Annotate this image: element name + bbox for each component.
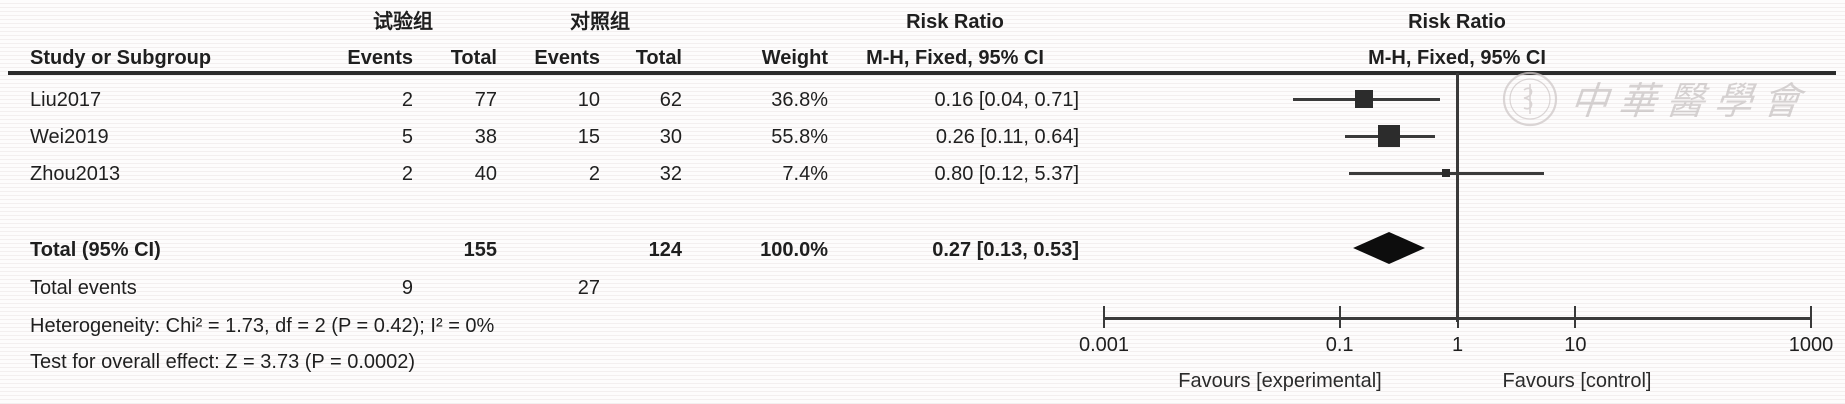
col-header-events-ctrl: Events: [534, 47, 600, 69]
point-estimate-Wei2019: [1377, 125, 1400, 147]
ci-text: 0.16 [0.04, 0.71]: [934, 89, 1079, 111]
events-exp: 2: [401, 89, 413, 111]
events-exp: 2: [401, 163, 413, 185]
ci-text: 0.80 [0.12, 5.37]: [934, 163, 1079, 185]
x-axis-tick: [1338, 306, 1341, 328]
col-header-total-exp: Total: [450, 47, 497, 69]
col-header-study: Study or Subgroup: [30, 47, 212, 69]
overall-effect-text: Test for overall effect: Z = 3.73 (P = 0…: [30, 351, 416, 373]
heterogeneity-text: Heterogeneity: Chi² = 1.73, df = 2 (P = …: [30, 315, 495, 337]
total-ctrl: 32: [659, 163, 682, 185]
weight: 36.8%: [771, 89, 828, 111]
total-events-exp: 9: [401, 277, 413, 299]
ci-text: 0.26 [0.11, 0.64]: [935, 126, 1079, 148]
col-header-weight: Weight: [761, 47, 828, 69]
total-events-label: Total events: [30, 277, 137, 299]
watermark-logo-icon: 中華醫學會: [1502, 71, 1813, 127]
events-ctrl: 15: [577, 126, 600, 148]
weight: 7.4%: [782, 163, 828, 185]
favours-control-label: Favours [control]: [1502, 370, 1652, 392]
risk-ratio-header-plot: Risk Ratio: [1408, 11, 1506, 33]
study-name: Zhou2013: [30, 163, 121, 185]
risk-ratio-header-left: Risk Ratio: [906, 11, 1004, 33]
total-exp: 77: [474, 89, 497, 111]
x-axis-tick: [1574, 306, 1577, 328]
weight: 55.8%: [771, 126, 828, 148]
events-ctrl: 2: [588, 163, 600, 185]
control-group-header: 对照组: [570, 11, 630, 33]
total-weight: 100.0%: [760, 239, 828, 261]
study-name: Liu2017: [30, 89, 102, 111]
point-estimate-Liu2017: [1354, 90, 1373, 108]
total-diamond: [1353, 232, 1425, 264]
total-ctrl: 30: [659, 126, 682, 148]
favours-experimental-label: Favours [experimental]: [1178, 370, 1382, 392]
total-ctrl: 62: [659, 89, 682, 111]
total-events-ctrl: 27: [577, 277, 600, 299]
x-axis-tick: [1810, 306, 1812, 328]
point-estimate-Zhou2013: [1442, 169, 1451, 177]
total-label: Total (95% CI): [30, 239, 161, 261]
x-axis-tick: [1103, 306, 1105, 328]
experimental-group-header: 试验组: [373, 11, 433, 33]
events-exp: 5: [401, 126, 413, 148]
col-header-ci-left: M-H, Fixed, 95% CI: [866, 47, 1044, 69]
col-header-ci-plot: M-H, Fixed, 95% CI: [1368, 47, 1546, 69]
total-ctrl-sum: 124: [648, 239, 682, 261]
no-effect-line: [1456, 73, 1459, 322]
x-axis-tick-label: 1000: [1788, 334, 1834, 356]
col-header-total-ctrl: Total: [635, 47, 682, 69]
x-axis-tick-label: 1: [1451, 334, 1464, 356]
total-exp-sum: 155: [463, 239, 497, 261]
x-axis-tick-label: 10: [1564, 334, 1587, 356]
watermark-text-glyphs: 中華醫學會: [1568, 79, 1813, 123]
col-header-events-exp: Events: [347, 47, 413, 69]
total-ci-text: 0.27 [0.13, 0.53]: [932, 239, 1079, 261]
total-exp: 38: [474, 126, 497, 148]
study-name: Wei2019: [30, 126, 109, 148]
x-axis-tick: [1456, 306, 1459, 328]
total-exp: 40: [474, 163, 497, 185]
events-ctrl: 10: [577, 89, 600, 111]
x-axis-tick-label: 0.1: [1325, 334, 1354, 356]
x-axis-tick-label: 0.001: [1078, 334, 1130, 356]
header-rule: [8, 71, 1836, 75]
